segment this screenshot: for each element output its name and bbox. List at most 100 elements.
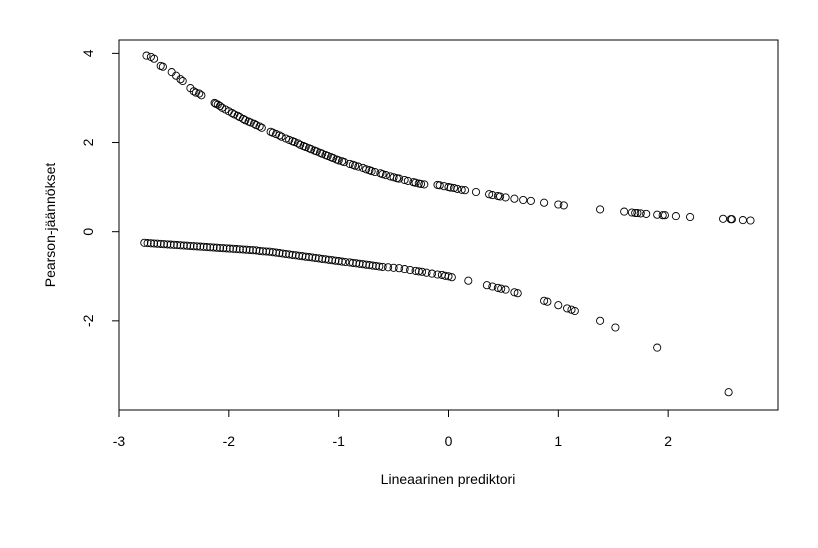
data-point [153, 239, 162, 248]
data-point [298, 252, 307, 261]
data-point [620, 207, 629, 216]
data-point [554, 200, 563, 209]
data-point [197, 91, 206, 100]
data-point [389, 263, 398, 272]
data-point [365, 261, 374, 270]
data-point [411, 178, 420, 187]
data-point [158, 62, 167, 71]
data-point [262, 247, 271, 256]
data-point [156, 239, 165, 248]
data-point [337, 257, 347, 266]
data-point [215, 101, 225, 111]
data-point [215, 243, 225, 253]
data-point [496, 192, 505, 201]
data-point [334, 156, 343, 165]
data-point [416, 179, 426, 189]
data-point [222, 244, 231, 253]
data-point [447, 273, 456, 282]
data-point [352, 259, 361, 268]
data-point [345, 159, 354, 168]
data-point [199, 242, 208, 251]
data-point [232, 245, 241, 254]
data-point [196, 242, 205, 251]
data-point [308, 253, 317, 262]
data-point [378, 170, 387, 179]
data-point [239, 245, 248, 254]
data-point [321, 255, 330, 264]
data-point [142, 51, 151, 60]
data-point [235, 245, 244, 254]
data-point [660, 211, 669, 220]
data-point [301, 252, 310, 261]
data-point [375, 262, 384, 271]
data-point [178, 76, 187, 86]
data-point [395, 264, 404, 273]
data-point [510, 288, 519, 297]
x-tick-label: -3 [113, 433, 126, 449]
data-point [433, 270, 442, 279]
data-point [173, 241, 182, 250]
data-point [206, 243, 215, 252]
data-point [724, 388, 733, 397]
data-points [140, 51, 755, 397]
y-tick-label: 4 [80, 49, 96, 57]
data-point [268, 248, 277, 257]
data-point [229, 244, 238, 253]
data-point [395, 174, 404, 183]
data-point [482, 281, 491, 290]
data-point [202, 243, 211, 252]
data-point [252, 246, 261, 255]
y-axis: -2 0 2 4 [80, 49, 120, 327]
data-point [314, 254, 323, 263]
data-point [248, 246, 258, 255]
data-point [192, 242, 202, 251]
data-point [304, 253, 314, 262]
data-point [250, 119, 259, 128]
data-point [212, 243, 221, 252]
data-point [403, 176, 412, 185]
data-point [358, 260, 367, 269]
data-point [633, 208, 642, 218]
data-point [176, 241, 185, 250]
y-tick-label: -2 [80, 314, 96, 327]
data-point [166, 240, 175, 249]
data-point [334, 257, 343, 266]
x-axis: -3 -2 -1 0 1 2 [113, 409, 672, 449]
data-point [345, 258, 354, 267]
data-point [488, 191, 497, 200]
data-point [485, 190, 494, 199]
data-point [331, 256, 340, 265]
data-point [400, 265, 409, 274]
data-point [265, 247, 274, 256]
data-point [384, 263, 393, 272]
data-point [559, 201, 568, 210]
data-point [183, 241, 192, 250]
data-point [368, 261, 377, 270]
data-point [245, 245, 254, 255]
data-point [570, 306, 579, 316]
data-point [140, 238, 149, 247]
data-point [414, 267, 423, 276]
data-point [493, 283, 502, 292]
x-tick-label: 2 [664, 433, 672, 449]
x-axis-title: Lineaarinen prediktori [381, 471, 516, 487]
data-point [411, 266, 420, 275]
data-point [219, 244, 228, 253]
data-point [596, 316, 605, 325]
data-point [738, 216, 747, 225]
data-point [354, 162, 363, 171]
data-point [195, 89, 204, 98]
data-point [362, 165, 371, 174]
data-point [389, 173, 398, 182]
data-point [513, 289, 522, 298]
data-point [146, 239, 155, 248]
data-point [501, 285, 510, 294]
x-tick-label: 1 [554, 433, 562, 449]
data-point [653, 210, 662, 219]
x-tick-label: 0 [445, 433, 453, 449]
data-point [255, 246, 264, 255]
x-tick-label: -1 [332, 433, 345, 449]
data-point [143, 239, 152, 248]
data-point [258, 247, 267, 256]
